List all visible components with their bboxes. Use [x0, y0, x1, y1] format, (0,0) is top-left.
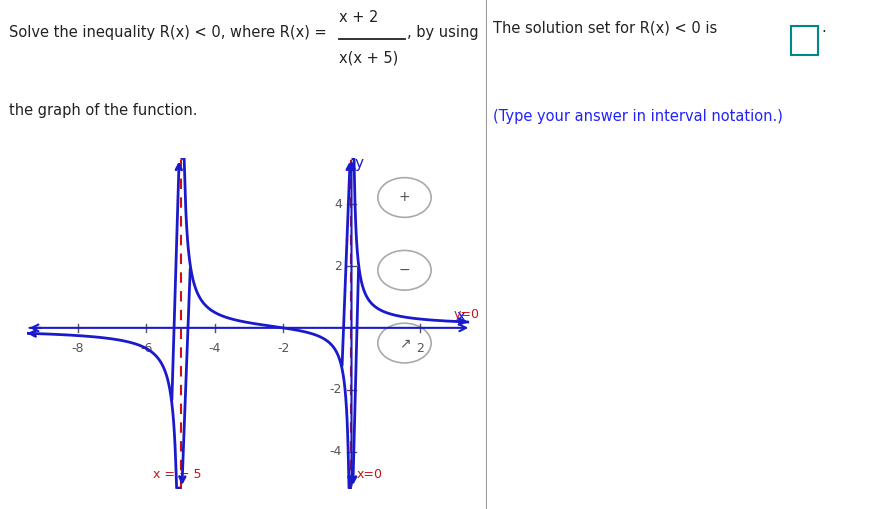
Text: , by using: , by using [407, 25, 479, 40]
Text: x(x + 5): x(x + 5) [339, 51, 398, 66]
Bar [791, 26, 818, 55]
Text: 2: 2 [416, 342, 424, 355]
Text: -4: -4 [209, 342, 220, 355]
Text: ↗: ↗ [398, 336, 411, 350]
Text: +: + [398, 190, 411, 205]
Text: x: x [456, 308, 466, 324]
Text: 4: 4 [334, 197, 342, 211]
Text: -4: -4 [330, 445, 342, 458]
Text: Solve the inequality R(x) < 0, where R(x) =: Solve the inequality R(x) < 0, where R(x… [9, 25, 331, 40]
Text: y: y [355, 156, 364, 172]
Text: -8: -8 [72, 342, 84, 355]
Text: .: . [821, 20, 826, 35]
Text: (Type your answer in interval notation.): (Type your answer in interval notation.) [493, 109, 783, 124]
Text: x + 2: x + 2 [339, 10, 379, 25]
Text: The solution set for R(x) < 0 is: The solution set for R(x) < 0 is [493, 20, 722, 35]
Text: x = − 5: x = − 5 [153, 468, 202, 481]
Text: -2: -2 [330, 383, 342, 396]
Text: -2: -2 [277, 342, 289, 355]
Text: −: − [398, 263, 411, 277]
Text: x=0: x=0 [356, 468, 382, 481]
Text: 2: 2 [334, 260, 342, 272]
Text: the graph of the function.: the graph of the function. [9, 103, 197, 118]
Text: -6: -6 [140, 342, 153, 355]
Text: y=0: y=0 [454, 308, 480, 321]
